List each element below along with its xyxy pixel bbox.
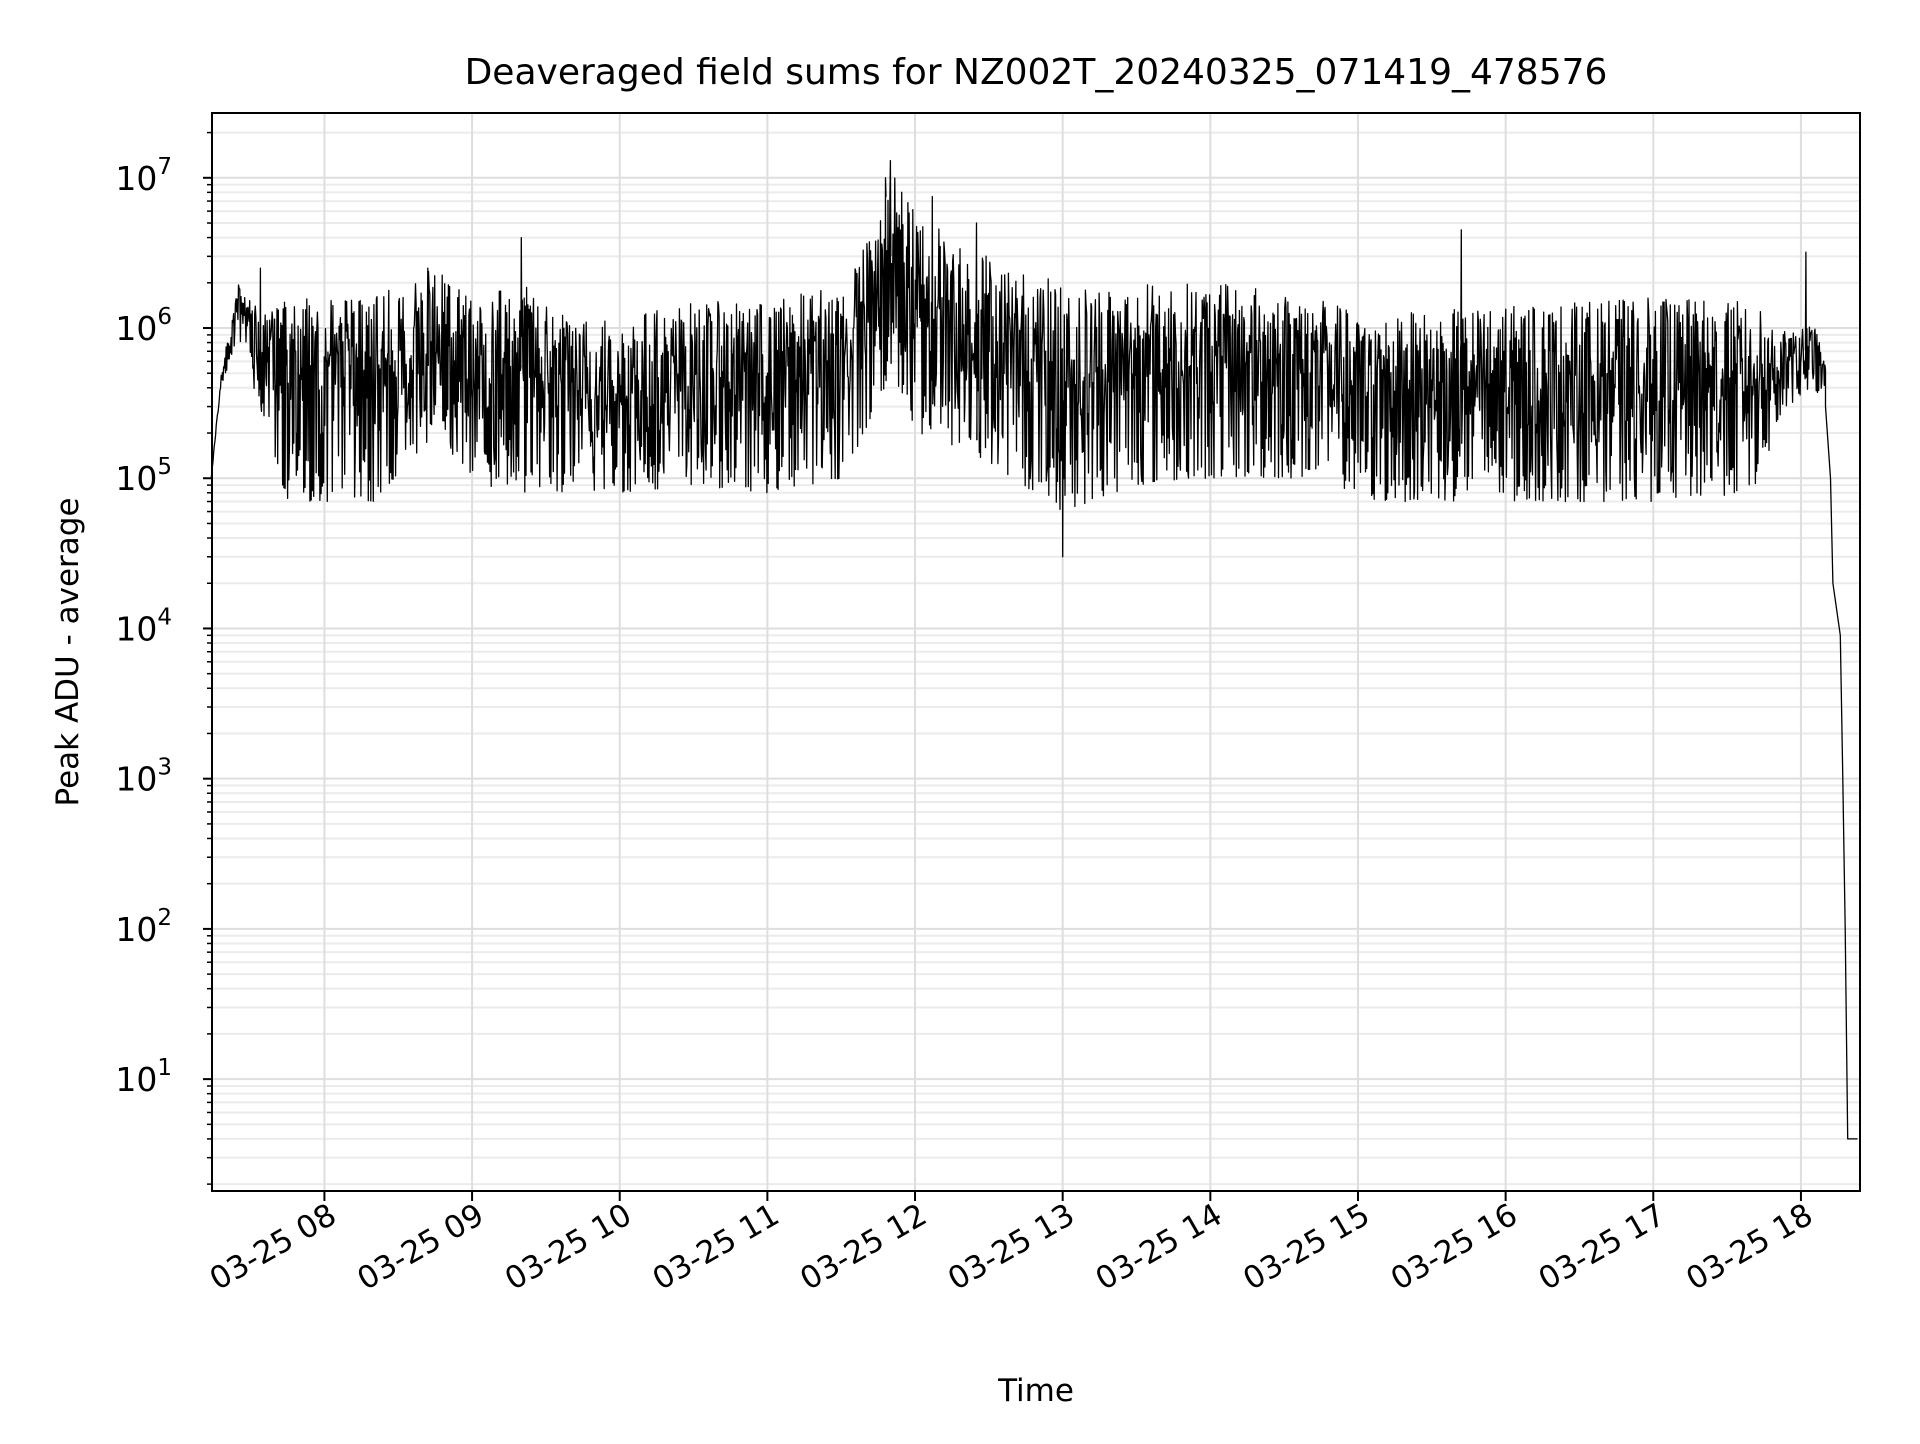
y-tick-label-base: 10 xyxy=(115,609,157,648)
tick-layer xyxy=(203,131,1802,1201)
y-tick-label: 107 xyxy=(115,154,172,198)
y-tick-label-base: 10 xyxy=(115,459,157,498)
y-tick-label-base: 10 xyxy=(115,309,157,348)
series-line xyxy=(210,160,1858,1140)
y-tick-label: 101 xyxy=(115,1055,172,1099)
y-tick-label-base: 10 xyxy=(115,1060,157,1099)
y-tick-label: 103 xyxy=(115,755,172,799)
y-tick-label-exponent: 4 xyxy=(157,604,172,630)
x-axis-label: Time xyxy=(997,1373,1074,1409)
y-tick-label-exponent: 3 xyxy=(157,755,172,781)
y-tick-label-exponent: 5 xyxy=(157,454,172,480)
y-tick-label: 104 xyxy=(115,604,172,648)
chart-title: Deaveraged field sums for NZ002T_2024032… xyxy=(465,52,1608,93)
y-tick-label-base: 10 xyxy=(115,760,157,799)
y-tick-label-base: 10 xyxy=(115,159,157,198)
grid-layer xyxy=(212,113,1860,1191)
y-tick-label: 102 xyxy=(115,905,172,949)
y-tick-label: 105 xyxy=(115,454,172,498)
series-layer xyxy=(210,160,1858,1140)
y-tick-label-exponent: 6 xyxy=(157,304,172,330)
y-tick-label: 106 xyxy=(115,304,172,348)
y-tick-label-exponent: 2 xyxy=(157,905,172,931)
y-tick-label-exponent: 7 xyxy=(157,154,172,180)
y-tick-label-exponent: 1 xyxy=(157,1055,172,1081)
y-axis-label: Peak ADU - average xyxy=(50,497,86,806)
y-tick-label-base: 10 xyxy=(115,910,157,949)
